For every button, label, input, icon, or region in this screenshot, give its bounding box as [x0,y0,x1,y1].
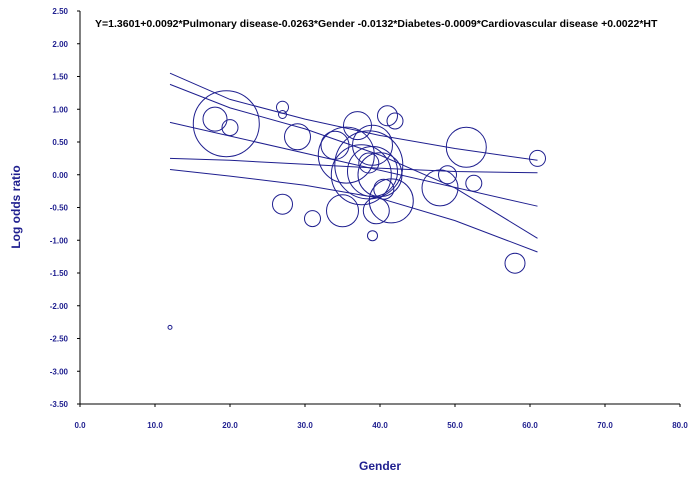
x-axis-title: Gender [359,459,401,473]
y-tick-label: 1.00 [52,105,68,114]
data-point [202,106,228,132]
chart-title: Y=1.3601+0.0092*Pulmonary disease-0.0263… [95,18,658,30]
line-regression [169,121,538,207]
axes: 0.0 10.0 20.0 30.0 40.0 50.0 60.0 70.0 80.0 2.50 2… [50,7,689,430]
x-tick-label: 80.0 [672,421,688,430]
data-point [438,165,457,185]
y-tick-label: 2.50 [52,7,68,16]
x-tick-label: 10.0 [147,421,163,430]
data-point [304,210,321,228]
data-point [284,123,311,151]
y-tick-label: -2.50 [50,335,69,344]
data-point [320,130,350,160]
line-upper-inner [169,83,538,239]
x-tick-label: 70.0 [597,421,613,430]
y-tick-label: -1.00 [50,236,69,245]
data-point [278,110,287,119]
x-tick-label: 0.0 [74,421,86,430]
data-point [352,124,393,166]
data-point [386,112,404,130]
x-tick-label: 40.0 [372,421,388,430]
data-point [373,178,395,200]
data-point [358,152,380,174]
data-point [272,193,293,215]
x-tick-label: 30.0 [297,421,313,430]
y-tick-label: 2.00 [52,40,68,49]
x-tick-label: 20.0 [222,421,238,430]
data-point [192,90,260,158]
data-point [317,126,375,184]
data-point [167,324,173,330]
y-tick-label: -1.50 [50,269,69,278]
x-tick-label: 60.0 [522,421,538,430]
data-point [368,178,414,224]
y-tick-label: -2.00 [50,302,69,311]
data-point [347,146,398,197]
data-point [362,197,390,225]
data-point [326,194,359,228]
data-point [377,105,398,127]
data-point [357,152,403,198]
data-point [221,119,239,137]
line-lower-outer [169,169,538,253]
data-point [421,169,459,207]
regression-lines [169,72,538,253]
data-point [367,230,378,242]
data-points [167,90,546,330]
y-tick-label: 1.50 [52,73,68,82]
y-tick-label: -3.50 [50,400,69,409]
x-tick-label: 50.0 [447,421,463,430]
data-point [445,126,487,168]
data-point [465,174,483,192]
y-tick-label: 0.50 [52,138,68,147]
line-upper-outer [169,72,538,161]
data-point [334,130,404,200]
data-point [330,144,392,206]
y-tick-label: -0.50 [50,204,69,213]
line-lower-inner [169,157,538,174]
y-tick-label: 0.00 [52,171,68,180]
data-point [504,252,526,274]
data-point [529,149,546,167]
y-axis-title: Log odds ratio [9,165,23,248]
y-tick-label: -3.00 [50,367,69,376]
data-point [276,100,289,114]
